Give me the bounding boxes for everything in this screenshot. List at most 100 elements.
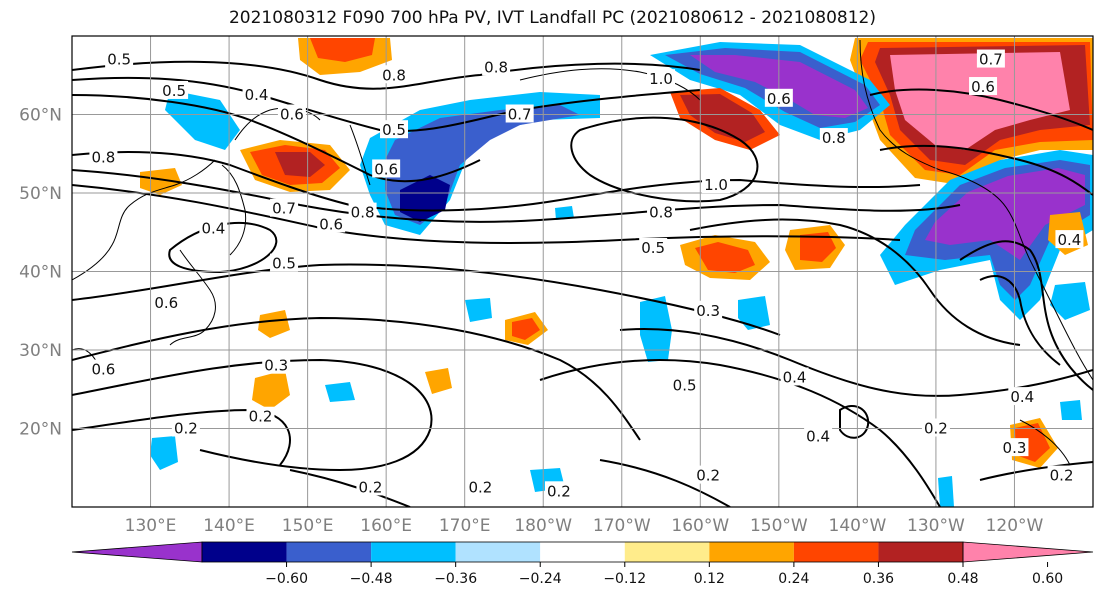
contour-label: 0.2 (359, 478, 383, 496)
lon-tick-label: 150°E (282, 516, 334, 536)
latitude-labels: 20°N 30°N 40°N 50°N 60°N (19, 106, 62, 440)
contour-label: 0.6 (280, 106, 304, 124)
contour-label-bg (702, 175, 731, 194)
contour-label-bg (694, 300, 723, 319)
lon-tick-label: 120°W (986, 516, 1044, 536)
contour-label-bg (242, 84, 271, 103)
contour-label-bg (89, 147, 118, 166)
contour-label-bg (270, 198, 299, 217)
lon-tick-label: 160°W (671, 516, 729, 536)
contour-label: 0.3 (264, 357, 288, 375)
colorbar-segment (878, 542, 963, 562)
lon-tick-label: 160°E (360, 516, 412, 536)
contour-label-bg (246, 406, 275, 425)
contour-label-bg (262, 355, 291, 374)
contour-label-bg (482, 57, 511, 76)
map-frame (71, 35, 1094, 508)
contour-label: 0.4 (201, 219, 225, 237)
contour-label-bg (199, 218, 228, 237)
contour-label: 0.2 (249, 408, 273, 426)
colorbar-segment (540, 542, 625, 562)
lat-tick-label: 50°N (19, 184, 62, 204)
contour-label: 0.6 (971, 78, 995, 96)
contour-label: 0.5 (272, 255, 296, 273)
contour-label-bg (694, 465, 723, 484)
colorbar-frame (201, 541, 964, 563)
contour-label: 0.5 (107, 51, 131, 69)
contour-label: 0.2 (468, 478, 492, 496)
pv-contour-lines (72, 60, 1093, 507)
contour-label-bg (639, 237, 668, 256)
lon-tick-label: 130°E (125, 516, 177, 536)
contour-label: 0.7 (979, 51, 1003, 69)
contour-label-bg (764, 88, 793, 107)
contour-label: 0.2 (174, 420, 198, 438)
colorbar-extend-high (962, 541, 1094, 563)
colorbar-segment (202, 542, 287, 562)
contour-label: 0.2 (1050, 467, 1074, 485)
contour-label: 0.2 (924, 420, 948, 438)
contour-label: 0.8 (484, 58, 508, 76)
lon-tick-label: 140°W (829, 516, 887, 536)
contour-label-bg (270, 253, 299, 272)
contour-label-bg (89, 359, 118, 378)
colorbar-segment (793, 542, 879, 562)
lon-tick-label: 150°W (750, 516, 808, 536)
contour-label: 0.8 (822, 129, 846, 147)
colorbar-tick-label: 0.60 (1032, 571, 1063, 587)
colorbar: −0.60 −0.48 −0.36 −0.24 −0.12 0.12 0.24 0.36 0.4… (71, 541, 1094, 587)
contour-label-bg (105, 49, 134, 68)
longitude-labels: 130°E 140°E 150°E 160°E 170°E 180°W 170°W 160°W… (125, 516, 1044, 536)
lon-tick-label: 170°W (593, 516, 651, 536)
contour-label: 0.8 (382, 66, 406, 84)
contour-label-bg (277, 104, 306, 123)
contour-label-bg (348, 202, 377, 221)
contour-label-bg (152, 292, 181, 311)
contour-label-bg (171, 418, 200, 437)
contour-label-bg (1055, 230, 1084, 249)
contour-label-bg (356, 477, 385, 496)
contour-label-bg (804, 426, 833, 445)
lon-tick-label: 180°W (514, 516, 572, 536)
contour-label-bg (647, 202, 676, 221)
colorbar-tick-label: −0.60 (265, 571, 308, 587)
contour-label-bg (780, 367, 809, 386)
contour-label-bg (380, 120, 409, 139)
lat-tick-label: 30°N (19, 341, 62, 361)
contour-label-bg (921, 418, 950, 437)
lon-tick-label: 130°W (907, 516, 965, 536)
contour-label: 0.2 (547, 482, 571, 500)
contour-label-bg (976, 49, 1005, 68)
colorbar-tick-label: 0.24 (778, 571, 809, 587)
contour-label-bg (1047, 465, 1076, 484)
contour-label: 0.6 (154, 294, 178, 312)
lat-tick-label: 60°N (19, 106, 62, 126)
contour-label: 0.6 (91, 361, 115, 379)
contour-label-bg (647, 69, 676, 88)
contour-label: 0.7 (508, 106, 532, 124)
contour-label: 0.6 (374, 160, 398, 178)
colorbar-segment (371, 542, 456, 562)
contour-label: 0.3 (696, 302, 720, 320)
contour-label: 0.4 (783, 368, 807, 386)
colorbar-extend-low (71, 541, 203, 563)
contour-label: 0.7 (272, 200, 296, 218)
contour-label-bg (969, 77, 998, 96)
colorbar-segment (286, 542, 372, 562)
contour-label-bg (466, 477, 495, 496)
contour-label: 0.5 (162, 82, 186, 100)
colorbar-tick-label: 0.36 (863, 571, 894, 587)
contour-label: 0.8 (649, 204, 673, 222)
colorbar-segment (455, 542, 541, 562)
colorbar-tick-label: 0.48 (947, 571, 978, 587)
contour-label: 0.3 (1003, 439, 1027, 457)
map-title: 2021080312 F090 700 hPa PV, IVT Landfall… (228, 8, 876, 28)
colorbar-tick-label: −0.48 (350, 571, 393, 587)
contour-label: 0.8 (351, 204, 375, 222)
contour-label: 0.5 (673, 376, 697, 394)
contour-label-bg (819, 128, 848, 147)
contour-label: 0.5 (641, 239, 665, 257)
contour-labels: 0.5 0.5 0.4 0.6 0.8 0.8 0.7 0.8 0.5 0.6 0.7 0.6 0.8 0… (89, 49, 1084, 500)
contour-label-bg (1008, 387, 1037, 406)
